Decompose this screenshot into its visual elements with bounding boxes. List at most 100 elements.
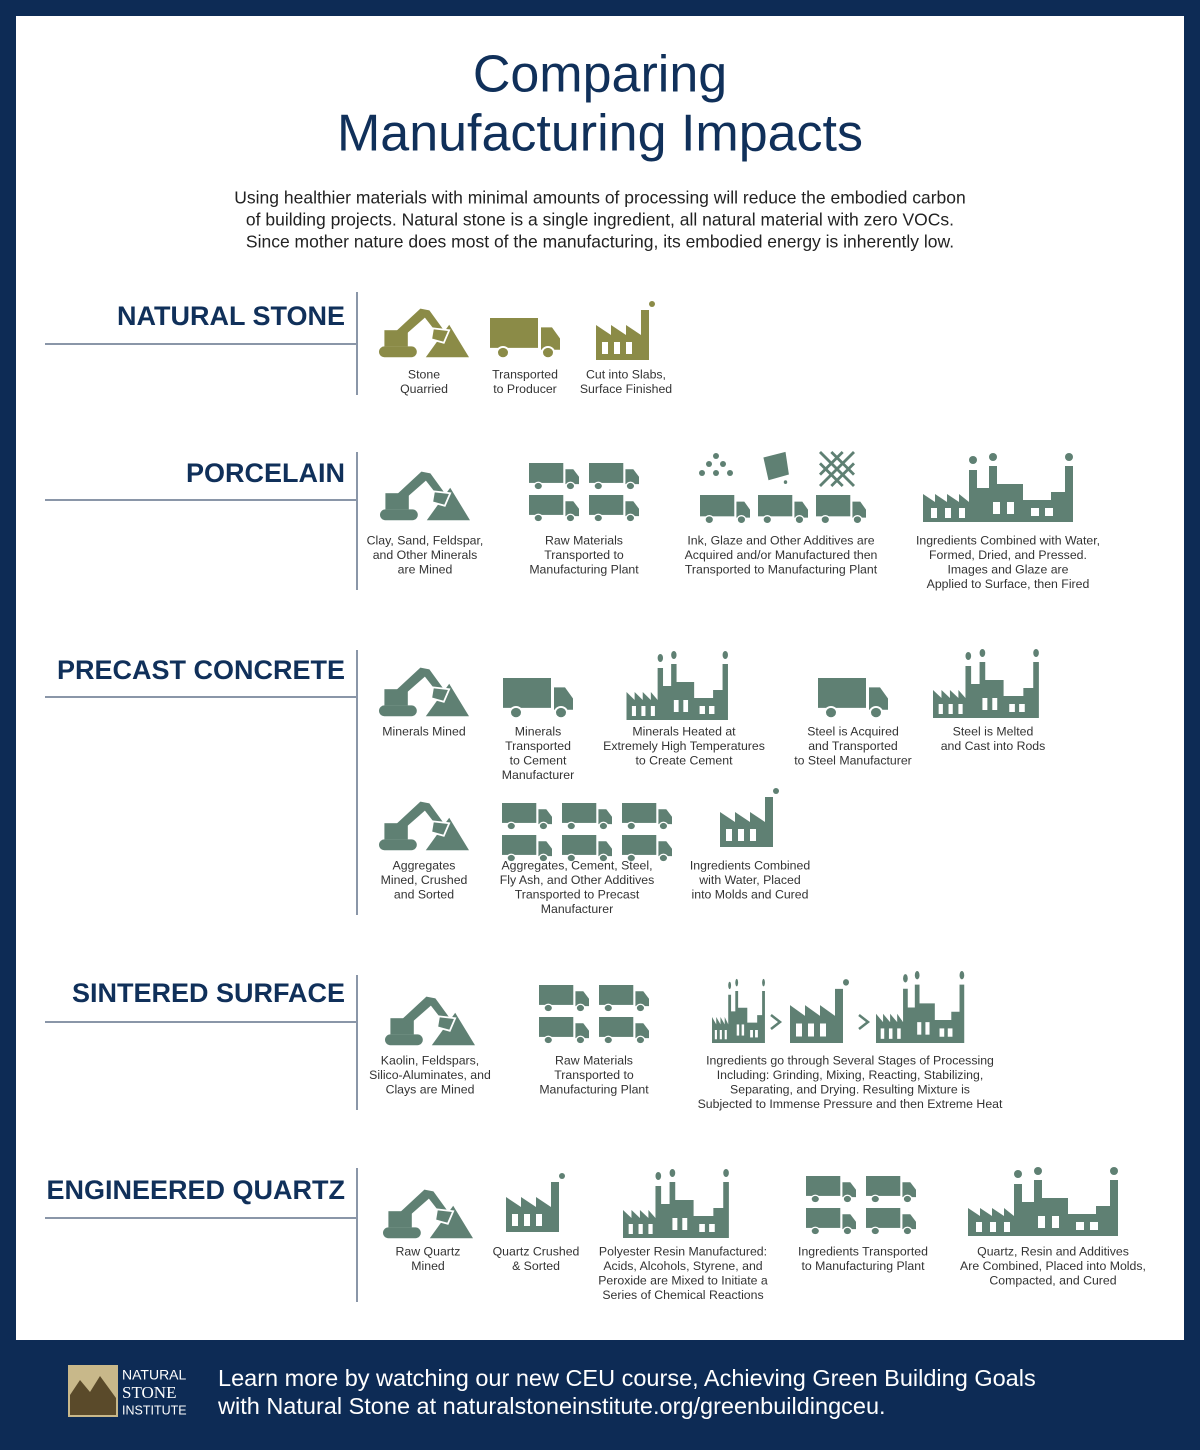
icon-part [842,1226,853,1236]
icon-part [719,1030,722,1040]
icon-part [562,835,597,855]
icon-part [1014,1170,1022,1178]
icon-part [724,1030,727,1040]
icon-part [755,1030,758,1038]
icon-part [806,1208,841,1228]
logo-text: NATURAL [122,1367,187,1383]
icon-part [820,515,831,525]
icon-part [842,1214,856,1230]
icon-part [750,829,756,841]
icon-part [728,981,732,990]
icon-part [1033,649,1039,657]
intro-line: of building projects. Natural stone is a… [246,210,954,230]
icon [770,1014,783,1030]
icon [790,979,849,1043]
icon-part [902,1194,913,1204]
icon-part [869,706,883,720]
icon-part [794,515,805,525]
icon-part [429,1205,473,1239]
icon-part [969,456,977,464]
icon-part [625,469,639,485]
icon-part [638,1224,643,1234]
step-caption: Manufacturing Plant [539,1082,649,1096]
icon-part [1076,1222,1084,1230]
icon-part [625,481,636,491]
icon [622,835,672,863]
icon-part [1045,508,1053,516]
icon-part [565,513,576,523]
icon-part [982,698,988,710]
icon-part [380,509,418,521]
icon-part [1004,1222,1010,1232]
icon-part [722,651,728,659]
icon-part [979,649,986,657]
step-caption: to Manufacturing Plant [801,1259,925,1273]
step-caption: Separating, and Drying. Resulting Mixtur… [730,1082,970,1096]
icon [712,978,765,1043]
icon [876,971,965,1043]
step-caption: and Transported [808,739,898,753]
icon-part [658,809,672,825]
title-line: Comparing [473,46,727,104]
icon-part [599,985,634,1005]
icon-part [1009,704,1015,712]
icon-part [538,809,552,825]
icon-part [379,346,417,358]
icon [589,463,639,491]
icon-part [628,1224,633,1234]
icon-part [699,1224,705,1232]
icon-part [543,1003,554,1013]
step-caption: Quarried [400,382,448,396]
icon-part [794,501,808,518]
icon [589,495,639,523]
icon [866,1176,916,1204]
step-caption: & Sorted [512,1259,560,1273]
icon-part [650,706,655,716]
icon-part [706,461,712,467]
icon [626,651,728,720]
step-caption: Raw Materials [545,533,623,547]
icon [818,450,856,488]
step-caption: Ingredients Combined [690,858,810,872]
icon-part [810,1226,821,1236]
step-caption: with Water, Placed [698,873,801,887]
icon-part [714,1030,717,1040]
icon-part [536,1214,542,1226]
icon-part [1065,453,1073,461]
icon-part [914,971,920,980]
icon-part [575,1035,586,1045]
icon-part [379,839,417,851]
icon-part [509,706,523,720]
icon-part [502,835,537,855]
intro-line: Since mother nature does most of the man… [246,232,954,252]
step-caption: Aggregates, Cement, Steel, [501,858,652,872]
icon-part [512,1214,518,1226]
icon-part [939,1028,945,1037]
icon-part [539,1017,574,1037]
icon-part [589,495,624,515]
icon-part [738,829,744,841]
icon-part [626,853,637,863]
step-caption: Manufacturing Plant [529,562,639,576]
icon-part [1052,1216,1059,1228]
icon-part [658,841,672,857]
icon-part [917,1022,922,1035]
icon-part [712,991,765,1043]
icon-part [713,453,719,459]
icon-part [758,495,793,517]
icon-part [1038,1216,1045,1228]
step-caption: Peroxide are Mixed to Initiate a [598,1273,768,1287]
icon-part [842,1194,853,1204]
step-caption: Transported to Precast [515,887,640,901]
icon-part [565,501,579,517]
icon [806,1208,856,1236]
icon-part [655,1172,662,1180]
icon-part [735,978,739,987]
icon-part [425,683,469,717]
icon-part [1110,1167,1118,1175]
step-caption: Minerals Heated at [632,724,736,738]
icon-part [598,809,612,825]
step-caption: Clays are Mined [386,1082,475,1096]
title-line: Manufacturing Impacts [337,105,863,163]
logo-text: STONE [122,1383,176,1402]
